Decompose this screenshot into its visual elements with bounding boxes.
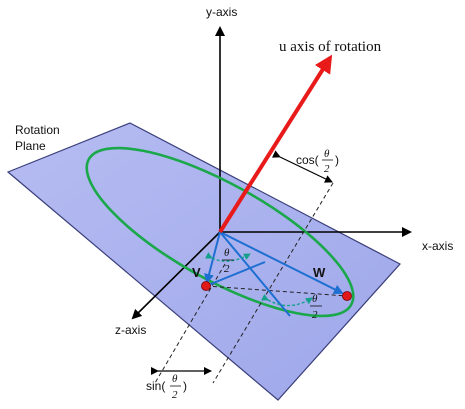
sin-theta-half-label: sin( θ 2 ) [146,373,187,401]
rotation-axis-label: u axis of rotation [279,39,382,55]
rotation-axis-arrow [218,54,333,234]
svg-text:θ: θ [312,293,318,305]
svg-text:θ: θ [324,148,330,160]
vector-v-to-mid [205,261,266,287]
svg-text:θ: θ [224,247,230,259]
z-axis-label: z-axis [115,323,146,337]
svg-text:): ) [183,379,187,393]
theta-half-label-lower: θ 2 [310,293,322,321]
svg-text:θ: θ [172,373,178,385]
svg-text:2: 2 [224,263,230,275]
dashed-line-vw [205,285,348,297]
rotation-plane-label-line1: Rotation [15,123,60,137]
rotation-plane [6,122,401,401]
rotation-circle [85,146,355,318]
svg-text:cos(: cos( [296,153,319,167]
point-w-label: W [313,265,326,280]
rotation-plane-label-line2: Plane [15,139,46,153]
angle-arc-lower [261,294,313,307]
svg-text:2: 2 [324,163,330,175]
vector-to-w [219,231,344,294]
svg-text:): ) [335,153,339,167]
point-v-label: V [192,265,201,280]
dashed-line-upper [212,182,334,384]
theta-half-label-upper: θ 2 [222,247,234,275]
angle-arc-upper [205,252,251,262]
cos-measure-arrow [271,150,333,183]
point-w-dot [342,291,352,301]
cos-theta-half-label: cos( θ 2 ) [296,148,339,175]
z-axis-line [131,231,221,320]
point-v-dot [201,281,211,291]
x-axis-label: x-axis [422,239,453,253]
y-axis-label: y-axis [206,5,237,19]
svg-text:sin(: sin( [146,379,165,393]
svg-text:2: 2 [172,389,178,401]
svg-text:2: 2 [312,309,318,321]
